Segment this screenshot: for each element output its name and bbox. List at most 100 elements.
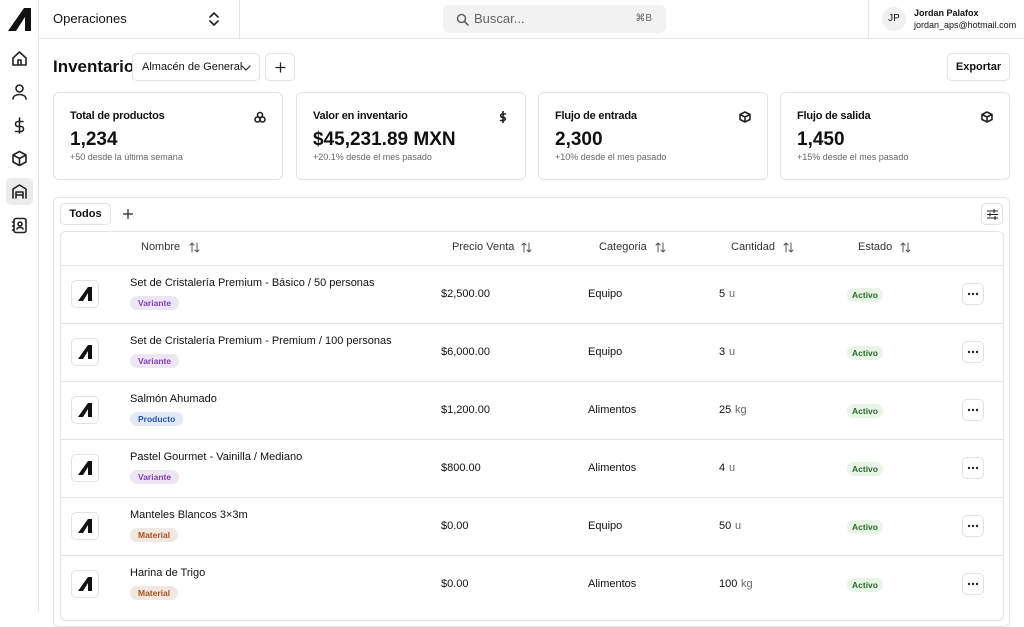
stat-card: Flujo de salida 1,450 +15% desde el mes pa… — [780, 92, 1010, 180]
nav-warehouse[interactable] — [11, 183, 28, 200]
divider — [868, 0, 869, 39]
quantity: 5 — [719, 288, 726, 300]
unit: u — [729, 346, 736, 358]
category: Alimentos — [588, 578, 637, 590]
column-header[interactable]: Cantidad — [731, 241, 776, 253]
product-tag: Material — [130, 586, 179, 600]
category: Alimentos — [588, 462, 637, 474]
search-shortcut: ⌘B — [635, 13, 652, 24]
stat-change: +20.1% desde el mes pasado — [313, 152, 432, 162]
row-divider — [61, 323, 1003, 324]
row-actions[interactable] — [962, 515, 984, 537]
column-settings[interactable] — [981, 203, 1003, 225]
search-icon — [456, 13, 469, 26]
stat-change: +15% desde el mes pasado — [797, 152, 909, 162]
category: Equipo — [588, 346, 623, 358]
status-badge: Activo — [847, 578, 883, 592]
nav-contacts[interactable] — [11, 217, 28, 234]
column-header[interactable]: Categoria — [599, 241, 647, 253]
nav-users[interactable] — [11, 83, 28, 100]
unit: kg — [735, 404, 747, 416]
product-name: Set de Cristalería Premium - Premium / 1… — [130, 335, 392, 347]
row-actions[interactable] — [962, 399, 984, 421]
more-icon — [967, 350, 979, 354]
category: Equipo — [588, 288, 623, 300]
product-name: Pastel Gourmet - Vainilla / Mediano — [130, 451, 303, 463]
stat-card: Valor en inventario $45,231.89 MXN +20.1% … — [296, 92, 526, 180]
add-tab[interactable] — [123, 209, 133, 219]
unit: u — [729, 288, 736, 300]
column-header[interactable]: Nombre — [141, 241, 181, 253]
workspace-name[interactable]: Operaciones — [53, 11, 127, 26]
stat-icon — [254, 111, 266, 123]
status-badge: Activo — [847, 404, 883, 418]
more-icon — [967, 524, 979, 528]
row-actions[interactable] — [962, 573, 984, 595]
nav-products[interactable] — [11, 150, 28, 167]
warehouse-select[interactable]: Almacén de General — [132, 53, 260, 81]
product-tag: Variante — [130, 470, 180, 484]
more-icon — [967, 408, 979, 412]
column-header[interactable]: Precio Venta — [452, 241, 515, 253]
chevron — [241, 65, 251, 71]
product-tag: Producto — [130, 412, 184, 426]
thumb-logo — [78, 345, 92, 359]
category: Equipo — [588, 520, 623, 532]
tab[interactable]: Todos — [60, 203, 111, 225]
row-actions[interactable] — [962, 341, 984, 363]
search-box[interactable]: Buscar... ⌘B — [443, 5, 666, 33]
stat-value: 1,450 — [797, 129, 845, 150]
more-icon — [967, 292, 979, 296]
stat-change: +50 desde la última semana — [70, 152, 183, 162]
stat-label: Total de productos — [70, 110, 165, 122]
stat-label: Valor en inventario — [313, 110, 408, 122]
unit: u — [735, 520, 742, 532]
row-actions[interactable] — [962, 457, 984, 479]
column-header[interactable]: Estado — [858, 241, 893, 253]
row-divider — [61, 497, 1003, 498]
product-thumb — [71, 570, 99, 598]
sort-icon[interactable] — [900, 242, 911, 253]
logo — [8, 8, 31, 31]
stat-icon — [739, 111, 751, 123]
stat-label: Flujo de entrada — [555, 110, 637, 122]
thumb-logo — [78, 461, 92, 475]
export-button[interactable]: Exportar — [947, 53, 1010, 81]
sort-icon[interactable] — [189, 242, 200, 253]
nav-home[interactable] — [11, 50, 28, 67]
product-thumb — [71, 512, 99, 540]
thumb-logo — [78, 577, 92, 591]
nav-finance[interactable] — [11, 117, 28, 134]
more-icon — [967, 466, 979, 470]
row-actions[interactable] — [962, 283, 984, 305]
sidebar — [0, 0, 39, 612]
user-name: Jordan Palafox — [914, 8, 979, 18]
user-avatar[interactable]: JP — [882, 7, 906, 31]
product-name: Manteles Blancos 3×3m — [130, 509, 248, 521]
quantity: 100 — [719, 578, 738, 590]
row-divider — [61, 555, 1003, 556]
add-warehouse-button[interactable] — [265, 53, 295, 81]
status-badge: Activo — [847, 346, 883, 360]
price: $1,200.00 — [441, 404, 490, 416]
more-icon — [967, 582, 979, 586]
user-email: jordan_aps@hotmail.com — [914, 20, 1017, 30]
stat-label: Flujo de salida — [797, 110, 871, 122]
product-name: Salmón Ahumado — [130, 393, 217, 405]
price: $0.00 — [441, 578, 469, 590]
workspace-switch[interactable] — [207, 12, 221, 26]
price: $2,500.00 — [441, 288, 490, 300]
sort-icon[interactable] — [783, 242, 794, 253]
product-tag: Variante — [130, 296, 180, 310]
quantity: 25 — [719, 404, 732, 416]
thumb-logo — [78, 519, 92, 533]
status-badge: Activo — [847, 288, 883, 302]
sort-icon[interactable] — [655, 242, 666, 253]
unit: kg — [741, 578, 753, 590]
row-divider — [61, 265, 1003, 266]
quantity: 4 — [719, 462, 726, 474]
sort-icon[interactable] — [521, 242, 532, 253]
stat-icon — [499, 111, 507, 123]
stat-value: $45,231.89 MXN — [313, 129, 456, 150]
